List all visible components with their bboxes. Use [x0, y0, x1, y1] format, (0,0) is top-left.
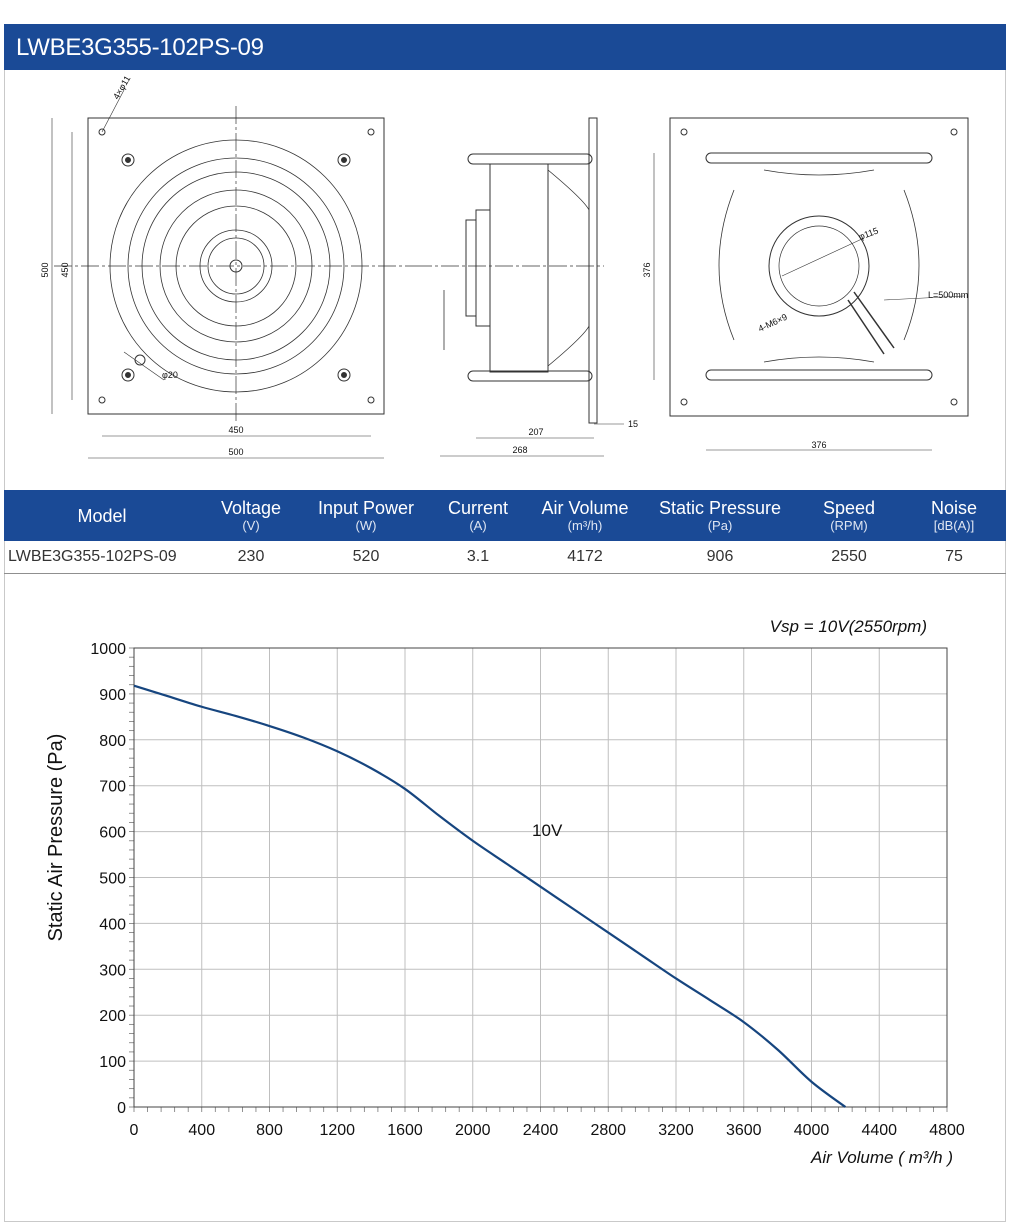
cell-voltage: 230 [200, 541, 302, 574]
x-axis-label: Air Volume ( m³/h ) [810, 1148, 953, 1167]
cell-current: 3.1 [430, 541, 526, 574]
chart-annotation: Vsp = 10V(2550rpm) [770, 617, 927, 636]
cell-air-volume: 4172 [526, 541, 644, 574]
front-dim-overall-v: 500 [40, 262, 50, 277]
cell-input-power: 520 [302, 541, 430, 574]
spec-table-header: Model Voltage (V) Input Power (W) Current(… [4, 490, 1006, 541]
side-dim-inner: 207 [528, 427, 543, 437]
drawings-svg: 450 500 500 450 4×φ11 φ20 207 268 15 376… [40, 74, 969, 459]
series-label-10v: 10V [532, 821, 563, 840]
y-tick-labels: 0 100 200 300 400 500 600 700 800 900 1000 [90, 641, 126, 1117]
front-dim-mount-v: 450 [60, 262, 70, 277]
x-tick-label: 4400 [861, 1122, 897, 1139]
x-tick-label: 2400 [523, 1122, 559, 1139]
x-tick-label: 400 [188, 1122, 215, 1139]
pressure-curve-chart: 0 400 800 1200 1600 2000 2400 2800 3200 3600 4000 4… [4, 580, 1006, 1220]
x-tick-label: 1600 [387, 1122, 423, 1139]
x-tick-label: 800 [256, 1122, 283, 1139]
y-tick-label: 0 [117, 1100, 126, 1117]
plot-frame [133, 647, 948, 1108]
cell-speed: 2550 [796, 541, 902, 574]
y-axis-label: Static Air Pressure (Pa) [45, 734, 67, 942]
y-tick-label: 400 [99, 916, 126, 933]
y-tick-label: 100 [99, 1054, 126, 1071]
col-model: Model [77, 505, 127, 526]
back-dim-rail: 376 [811, 440, 826, 450]
chart-minor-ticks [129, 647, 948, 1112]
x-tick-label: 4000 [794, 1122, 830, 1139]
series-line-10v [133, 684, 847, 1108]
back-bolt-label: 4-M6×9 [757, 312, 789, 334]
technical-drawings: 450 500 500 450 4×φ11 φ20 207 268 15 376… [4, 70, 1006, 490]
y-tick-label: 500 [99, 871, 126, 888]
spec-table: Model Voltage (V) Input Power (W) Current(… [4, 490, 1006, 574]
x-tick-label: 0 [130, 1122, 139, 1139]
side-dim-plate: 15 [628, 419, 638, 429]
y-tick-label: 1000 [90, 641, 126, 658]
front-view-drawing [51, 89, 414, 459]
x-tick-label: 3600 [726, 1122, 762, 1139]
chart-grid [133, 647, 948, 1108]
y-tick-label: 700 [99, 779, 126, 796]
front-center-hole-label: φ20 [162, 370, 178, 380]
col-static-pressure: Static Pressure (Pa) [658, 497, 782, 533]
table-row: LWBE3G355-102PS-09 230 520 3.1 4172 906 … [4, 541, 1006, 574]
col-current: Current (A) [447, 497, 509, 533]
back-bolt-circle: φ115 [857, 226, 879, 242]
y-tick-label: 300 [99, 962, 126, 979]
col-noise: Noise [dB(A)] [930, 497, 978, 533]
cell-model: LWBE3G355-102PS-09 [4, 541, 200, 574]
front-dim-overall: 500 [228, 447, 243, 457]
back-view-drawing [653, 117, 969, 451]
front-hole-label: 4×φ11 [111, 74, 132, 101]
x-tick-label: 2800 [590, 1122, 626, 1139]
cell-noise: 75 [902, 541, 1006, 574]
x-tick-label: 1200 [319, 1122, 355, 1139]
col-voltage: Voltage (V) [220, 497, 282, 533]
col-input-power: Input Power (W) [317, 497, 415, 533]
col-speed: Speed (RPM) [822, 497, 876, 533]
title-bar: LWBE3G355-102PS-09 [4, 24, 1006, 70]
side-dim-depth: 268 [512, 445, 527, 455]
col-air-volume: Air Volume (m³/h) [541, 497, 629, 533]
y-tick-label: 600 [99, 825, 126, 842]
back-cable-label: L=500mm [928, 290, 968, 300]
back-dim-rail-h: 376 [642, 262, 652, 277]
x-tick-label: 3200 [658, 1122, 694, 1139]
x-tick-label: 4800 [929, 1122, 965, 1139]
x-tick-labels: 0 400 800 1200 1600 2000 2400 2800 3200 3600 4000 4… [130, 1122, 965, 1139]
y-tick-label: 200 [99, 1008, 126, 1025]
y-tick-label: 800 [99, 733, 126, 750]
x-tick-label: 2000 [455, 1122, 491, 1139]
front-dim-mount: 450 [228, 425, 243, 435]
y-tick-label: 900 [99, 687, 126, 704]
page-title: LWBE3G355-102PS-09 [16, 34, 264, 61]
chart-svg: 0 400 800 1200 1600 2000 2400 2800 3200 3600 4000 4… [45, 617, 965, 1167]
side-view-drawing [414, 117, 624, 457]
cell-static-pressure: 906 [644, 541, 796, 574]
